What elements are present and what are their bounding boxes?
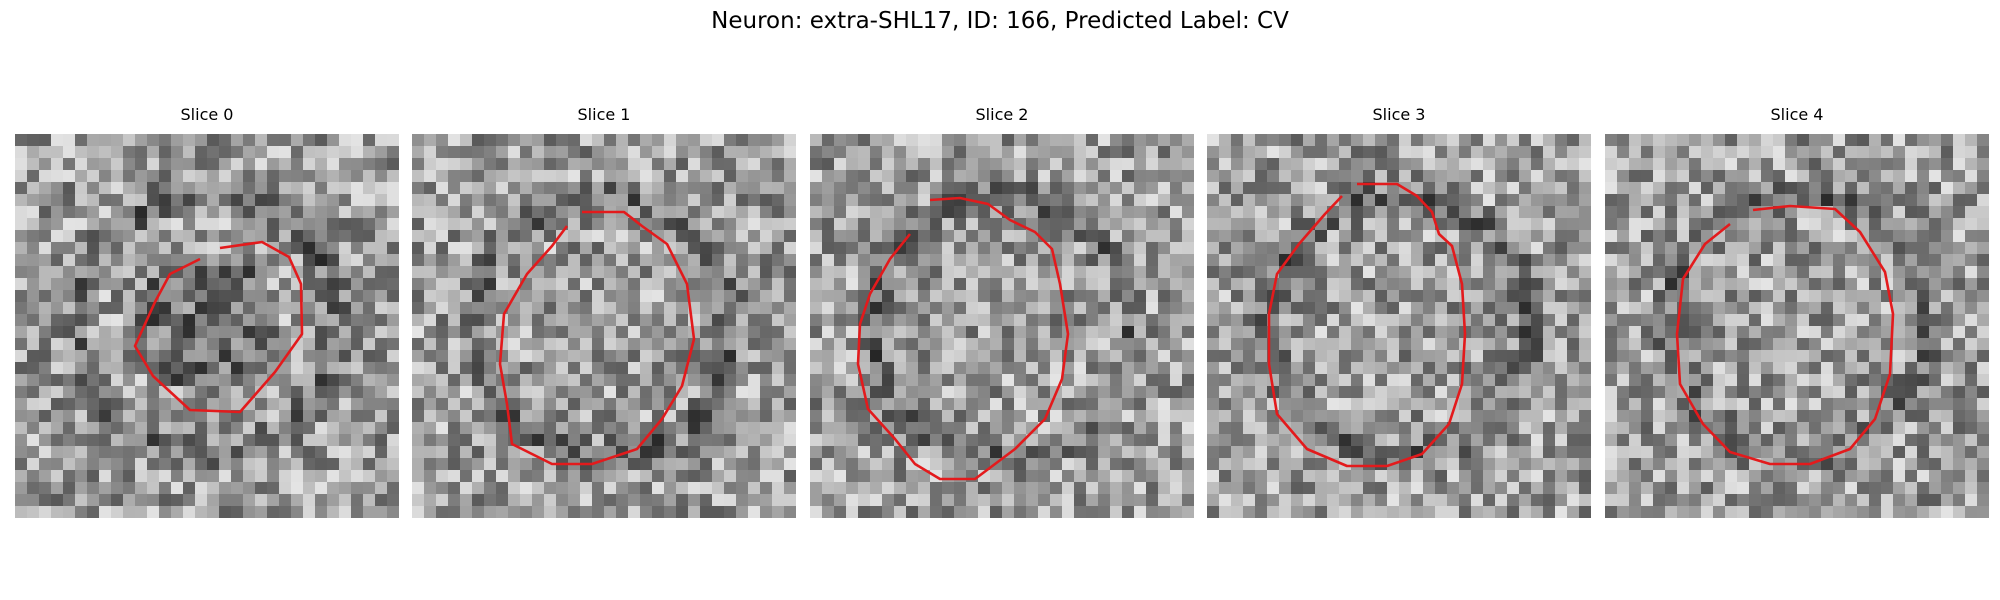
slice-image: [1207, 134, 1591, 518]
contour-outline: [856, 196, 1070, 481]
figure-title: Neuron: extra-SHL17, ID: 166, Predicted …: [711, 8, 1289, 34]
slice-image: [15, 134, 399, 518]
slice-title: Slice 2: [975, 105, 1029, 124]
noise-grid: [810, 134, 1194, 518]
contour-outline: [133, 240, 304, 414]
slice-title: Slice 4: [1770, 105, 1824, 124]
noise-grid: [412, 134, 796, 518]
slice-image: [412, 134, 796, 518]
contour-outline: [1675, 204, 1895, 466]
contour-outline: [498, 210, 696, 466]
noise-grid: [1207, 134, 1591, 518]
contour-outline: [1267, 182, 1467, 468]
slice-title: Slice 3: [1372, 105, 1426, 124]
slice-title: Slice 1: [577, 105, 631, 124]
slice-image: [1605, 134, 1989, 518]
slice-image: [810, 134, 1194, 518]
noise-grid: [1605, 134, 1989, 518]
noise-grid: [15, 134, 399, 518]
slice-title: Slice 0: [180, 105, 234, 124]
